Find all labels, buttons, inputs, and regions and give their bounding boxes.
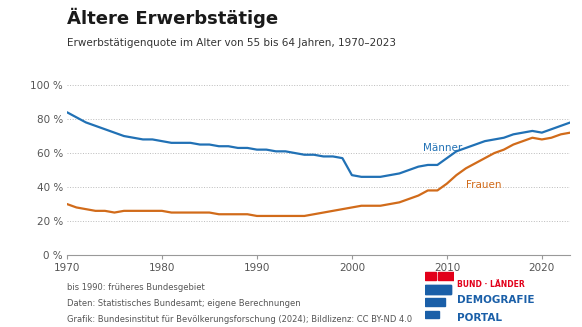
Text: Männer: Männer — [423, 143, 462, 153]
Bar — [425, 311, 439, 318]
Bar — [425, 285, 451, 294]
Text: Daten: Statistisches Bundesamt; eigene Berechnungen: Daten: Statistisches Bundesamt; eigene B… — [67, 299, 300, 308]
Text: Ältere Erwerbstätige: Ältere Erwerbstätige — [67, 8, 278, 28]
Text: bis 1990: früheres Bundesgebiet: bis 1990: früheres Bundesgebiet — [67, 283, 205, 292]
Text: Grafik: Bundesinstitut für Bevölkerungsforschung (2024); Bildlizenz: CC BY-ND 4.: Grafik: Bundesinstitut für Bevölkerungsf… — [67, 315, 412, 324]
Text: PORTAL: PORTAL — [457, 313, 502, 323]
Bar — [425, 285, 451, 294]
Bar — [425, 298, 445, 306]
Text: DEMOGRAFIE: DEMOGRAFIE — [457, 295, 534, 305]
Bar — [438, 272, 454, 280]
Bar — [425, 272, 436, 280]
Text: Frauen: Frauen — [466, 180, 501, 190]
Text: Erwerbstätigenquote im Alter von 55 bis 64 Jahren, 1970–2023: Erwerbstätigenquote im Alter von 55 bis … — [67, 38, 396, 48]
Text: BUND · LÄNDER: BUND · LÄNDER — [457, 280, 524, 289]
